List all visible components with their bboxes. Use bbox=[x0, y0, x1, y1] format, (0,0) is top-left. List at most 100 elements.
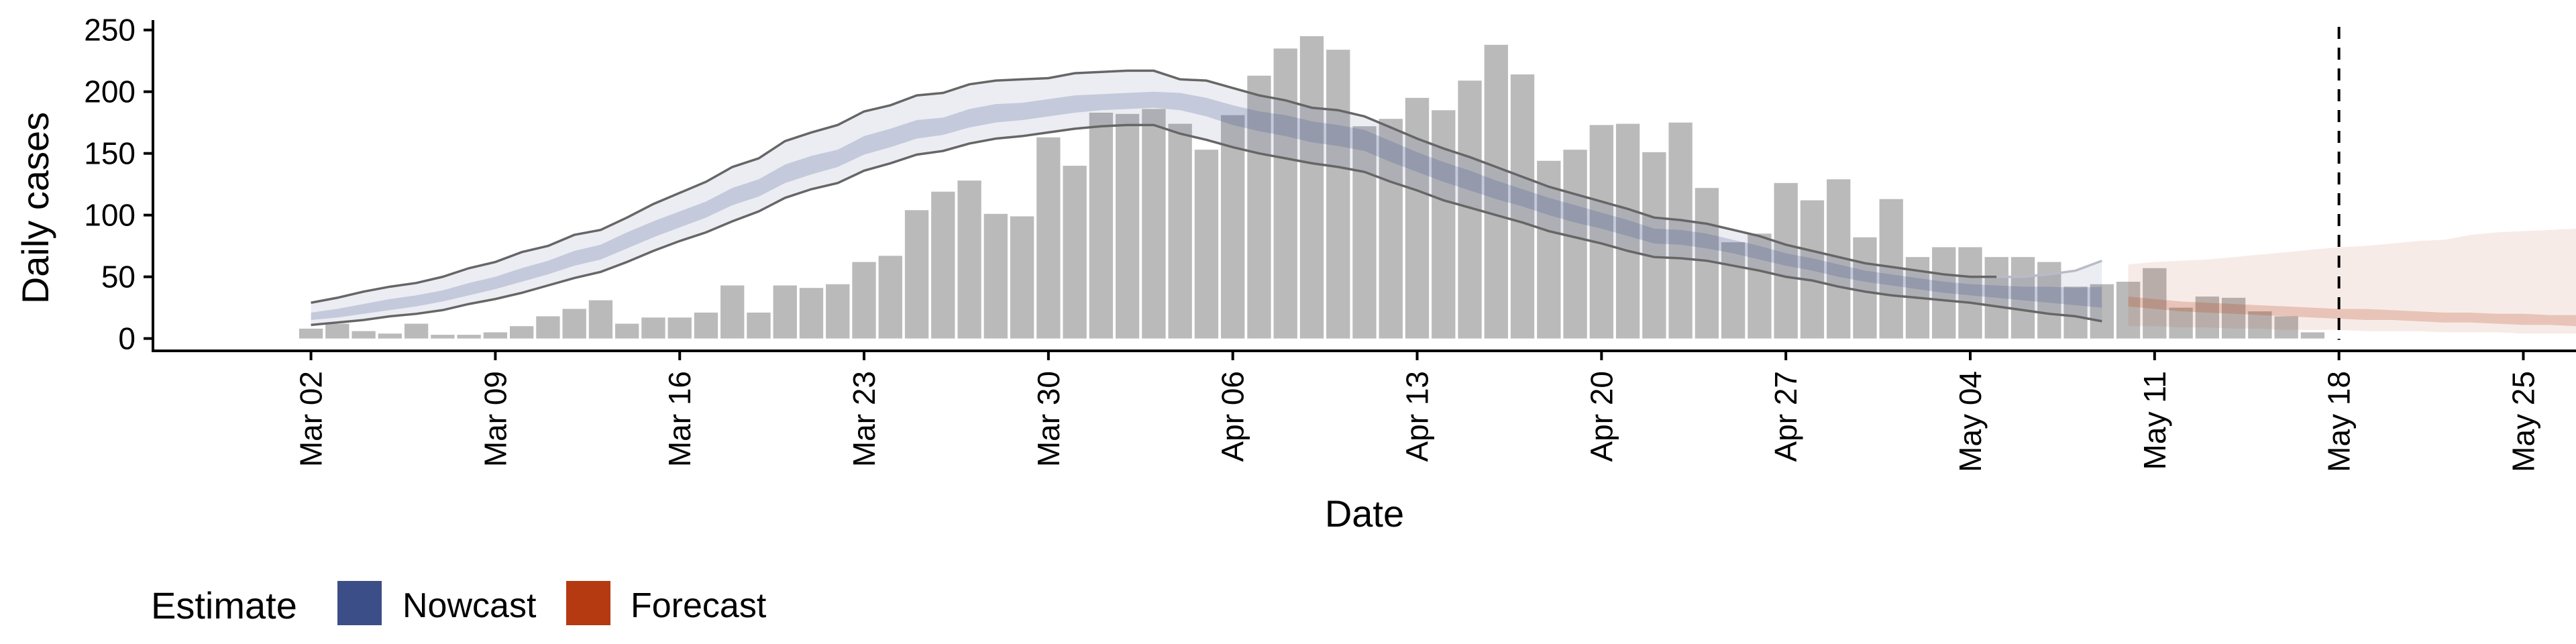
case-bar bbox=[1774, 182, 1798, 339]
nowcast-lower-line bbox=[311, 123, 2102, 327]
x-tick-label: Apr 27 bbox=[1768, 371, 1803, 462]
case-bar bbox=[2169, 307, 2193, 339]
case-bar bbox=[694, 312, 718, 339]
case-bar bbox=[931, 191, 955, 339]
case-bar bbox=[352, 331, 376, 339]
case-bar bbox=[1537, 160, 1561, 339]
case-bar bbox=[667, 317, 692, 339]
case-bar bbox=[826, 284, 850, 339]
case-bar bbox=[773, 285, 797, 339]
x-tick-label: Mar 02 bbox=[294, 371, 329, 467]
axes-layer: 0 50 100 150 200 250 Mar 02 Mar 09 Mar 16 Mar 23 M… bbox=[84, 13, 2576, 472]
case-bar bbox=[2221, 297, 2246, 339]
case-bar bbox=[404, 323, 429, 339]
case-bar bbox=[1299, 36, 1324, 339]
case-bar bbox=[1142, 109, 1166, 339]
case-bar bbox=[509, 326, 534, 339]
case-bar bbox=[1194, 150, 1219, 339]
case-bar bbox=[2090, 284, 2114, 339]
case-bar bbox=[2300, 332, 2325, 339]
case-bar bbox=[1721, 242, 1746, 339]
legend: Estimate Nowcast Forecast bbox=[151, 581, 767, 627]
case-bar bbox=[1247, 75, 1271, 339]
case-bar bbox=[2063, 286, 2088, 339]
case-bar bbox=[1984, 257, 2008, 339]
x-tick-label: May 04 bbox=[1953, 371, 1988, 472]
nowcast-upper-line-tail bbox=[1996, 260, 2102, 278]
case-bar bbox=[720, 285, 745, 339]
y-tick-label: 200 bbox=[84, 74, 136, 109]
x-tick-label: Mar 23 bbox=[847, 371, 881, 467]
case-bar bbox=[2248, 311, 2272, 339]
bars-layer bbox=[299, 36, 2325, 339]
case-bar bbox=[325, 323, 350, 339]
x-tick-label: Apr 20 bbox=[1584, 371, 1619, 462]
case-bar bbox=[431, 335, 455, 339]
legend-title: Estimate bbox=[151, 584, 297, 627]
case-bar bbox=[2274, 316, 2298, 339]
y-tick-label: 100 bbox=[84, 198, 136, 233]
case-bar bbox=[904, 210, 929, 339]
y-tick-label: 0 bbox=[118, 321, 136, 356]
case-bar bbox=[878, 256, 902, 339]
legend-swatch-forecast bbox=[566, 581, 610, 625]
case-bar bbox=[2116, 281, 2141, 339]
legend-label-forecast: Forecast bbox=[631, 586, 767, 625]
x-tick-label: May 18 bbox=[2322, 371, 2357, 472]
case-bar bbox=[983, 213, 1008, 339]
forecast-outer-band bbox=[2128, 228, 2576, 334]
case-bar bbox=[641, 317, 665, 339]
case-bar bbox=[2143, 268, 2167, 339]
x-tick-label: May 11 bbox=[2137, 371, 2172, 470]
case-bar bbox=[536, 316, 560, 339]
case-bar bbox=[1063, 166, 1087, 339]
case-bar bbox=[378, 333, 402, 339]
case-bar bbox=[1484, 44, 1508, 339]
case-bar bbox=[1273, 48, 1297, 339]
case-bar bbox=[852, 262, 876, 339]
case-bar bbox=[1748, 233, 1772, 339]
bands-layer bbox=[311, 69, 2576, 334]
case-bar bbox=[957, 180, 981, 339]
case-bar bbox=[1800, 200, 1825, 339]
case-bar bbox=[1010, 216, 1034, 339]
case-bar bbox=[1932, 247, 1956, 339]
x-tick-label: Mar 16 bbox=[662, 371, 697, 467]
y-axis-title: Daily cases bbox=[14, 112, 56, 304]
x-tick-label: Apr 06 bbox=[1216, 371, 1250, 462]
case-bar bbox=[562, 309, 586, 339]
x-tick-label: Mar 30 bbox=[1031, 371, 1066, 467]
y-tick-label: 50 bbox=[101, 260, 136, 294]
case-bar bbox=[1168, 123, 1192, 339]
x-tick-label: Mar 09 bbox=[478, 371, 513, 467]
case-bar bbox=[1642, 152, 1666, 339]
forecast-inner-band bbox=[2128, 297, 2576, 327]
case-bar bbox=[1853, 237, 1877, 339]
case-bar bbox=[1089, 112, 1114, 339]
case-bar bbox=[2010, 257, 2035, 339]
legend-swatch-nowcast bbox=[337, 581, 382, 625]
legend-label-nowcast: Nowcast bbox=[402, 586, 537, 625]
case-bar bbox=[483, 332, 508, 339]
case-bar bbox=[2195, 297, 2220, 339]
case-bar bbox=[588, 300, 613, 339]
case-bar bbox=[1615, 123, 1640, 339]
case-bar bbox=[1379, 119, 1403, 339]
x-axis-title: Date bbox=[1325, 492, 1404, 535]
case-bar bbox=[1221, 115, 1245, 339]
case-bar bbox=[1958, 247, 1982, 339]
x-tick-label: May 25 bbox=[2506, 371, 2540, 472]
case-bar bbox=[1326, 50, 1350, 339]
y-tick-label: 150 bbox=[84, 136, 136, 171]
case-bar bbox=[747, 312, 771, 339]
case-bar bbox=[1668, 122, 1693, 339]
case-bar bbox=[1563, 150, 1587, 339]
nowcast-upper-line bbox=[311, 69, 1997, 304]
case-bar bbox=[299, 328, 323, 339]
case-bar bbox=[1115, 113, 1140, 339]
case-bar bbox=[1352, 126, 1377, 339]
x-tick-label: Apr 13 bbox=[1400, 371, 1435, 462]
case-bar bbox=[1036, 137, 1061, 339]
case-bar bbox=[799, 288, 824, 339]
